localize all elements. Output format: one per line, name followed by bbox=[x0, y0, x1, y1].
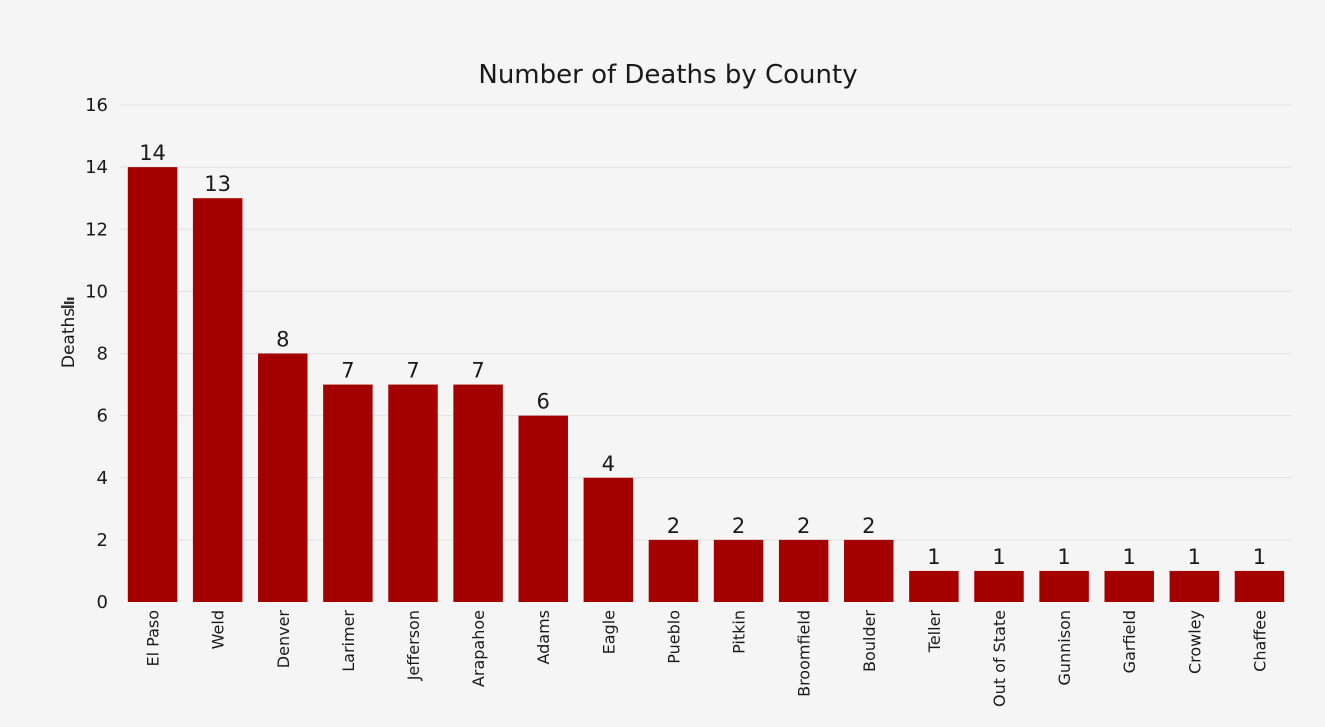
bar[interactable] bbox=[909, 570, 959, 602]
data-label: 1 bbox=[992, 545, 1005, 569]
bar[interactable] bbox=[1234, 570, 1285, 602]
x-tick-label: Pitkin bbox=[730, 610, 749, 654]
data-label: 2 bbox=[862, 514, 875, 538]
data-label: 6 bbox=[537, 390, 550, 414]
gridlines bbox=[120, 104, 1292, 541]
x-tick-label: Arapahoe bbox=[469, 610, 488, 687]
chart-title: Number of Deaths by County bbox=[478, 60, 857, 90]
bars[interactable] bbox=[127, 167, 1285, 603]
x-tick-label: Crowley bbox=[1185, 610, 1204, 674]
y-tick-label: 4 bbox=[97, 468, 108, 489]
x-tick-label: Boulder bbox=[860, 610, 879, 672]
bar[interactable] bbox=[583, 477, 634, 602]
data-label: 1 bbox=[927, 545, 940, 569]
bar[interactable] bbox=[1039, 570, 1089, 602]
y-axis-title-group[interactable]: Deaths bbox=[59, 297, 79, 369]
data-label: 1 bbox=[1057, 545, 1070, 569]
x-tick-label: Adams bbox=[534, 610, 553, 665]
sort-icon[interactable] bbox=[61, 297, 74, 309]
x-tick-label: Out of State bbox=[990, 610, 1009, 707]
bar[interactable] bbox=[323, 384, 373, 602]
data-label: 7 bbox=[471, 359, 484, 383]
bar[interactable] bbox=[192, 198, 243, 602]
data-label: 14 bbox=[139, 141, 166, 165]
x-tick-label: Weld bbox=[209, 610, 228, 649]
bar[interactable] bbox=[388, 384, 438, 602]
y-tick-label: 12 bbox=[85, 219, 108, 240]
bar[interactable] bbox=[1104, 570, 1154, 602]
data-label: 2 bbox=[732, 514, 745, 538]
data-label: 2 bbox=[797, 514, 810, 538]
x-tick-label: Garfield bbox=[1120, 610, 1139, 673]
y-tick-label: 0 bbox=[97, 592, 108, 613]
bar[interactable] bbox=[127, 167, 178, 602]
y-tick-label: 16 bbox=[85, 95, 108, 116]
bar[interactable] bbox=[453, 384, 503, 602]
bar[interactable] bbox=[648, 539, 699, 602]
y-tick-label: 6 bbox=[97, 406, 108, 427]
x-tick-label: Denver bbox=[274, 610, 293, 669]
bar[interactable] bbox=[258, 353, 308, 603]
data-label: 13 bbox=[204, 172, 231, 196]
data-label: 1 bbox=[1123, 545, 1136, 569]
data-label: 2 bbox=[667, 514, 680, 538]
x-tick-label: Chaffee bbox=[1250, 610, 1269, 672]
bar[interactable] bbox=[518, 415, 568, 602]
x-tick-label: Eagle bbox=[599, 610, 618, 654]
data-label: 1 bbox=[1253, 545, 1266, 569]
x-tick-label: Broomfield bbox=[795, 610, 814, 697]
y-tick-label: 14 bbox=[85, 157, 108, 178]
data-label: 8 bbox=[276, 328, 289, 352]
data-label: 7 bbox=[406, 359, 419, 383]
y-axis-title: Deaths bbox=[59, 308, 79, 368]
bar[interactable] bbox=[1169, 570, 1220, 602]
y-tick-label: 8 bbox=[97, 344, 108, 365]
data-label: 7 bbox=[341, 359, 354, 383]
x-tick-label: El Paso bbox=[144, 610, 163, 667]
bar[interactable] bbox=[713, 539, 764, 602]
y-axis-ticks: 0 2 4 6 8 10 12 14 16 bbox=[85, 95, 108, 613]
bar[interactable] bbox=[778, 539, 829, 602]
x-tick-label: Jefferson bbox=[404, 610, 423, 681]
x-axis-ticks: El Paso Weld Denver Larimer Jefferson Arapaho… bbox=[144, 610, 1270, 707]
y-tick-label: 2 bbox=[97, 530, 108, 551]
data-label: 4 bbox=[602, 452, 615, 476]
x-tick-label: Pueblo bbox=[664, 610, 683, 664]
data-label: 1 bbox=[1188, 545, 1201, 569]
data-labels: 14 13 8 7 7 7 6 4 2 2 2 2 1 1 1 1 1 1 bbox=[139, 141, 1266, 569]
y-tick-label: 10 bbox=[85, 281, 108, 302]
x-tick-label: Gunnison bbox=[1055, 610, 1074, 686]
bar[interactable] bbox=[974, 570, 1024, 602]
bar[interactable] bbox=[844, 539, 894, 602]
x-tick-label: Teller bbox=[925, 610, 944, 654]
x-tick-label: Larimer bbox=[339, 610, 358, 672]
